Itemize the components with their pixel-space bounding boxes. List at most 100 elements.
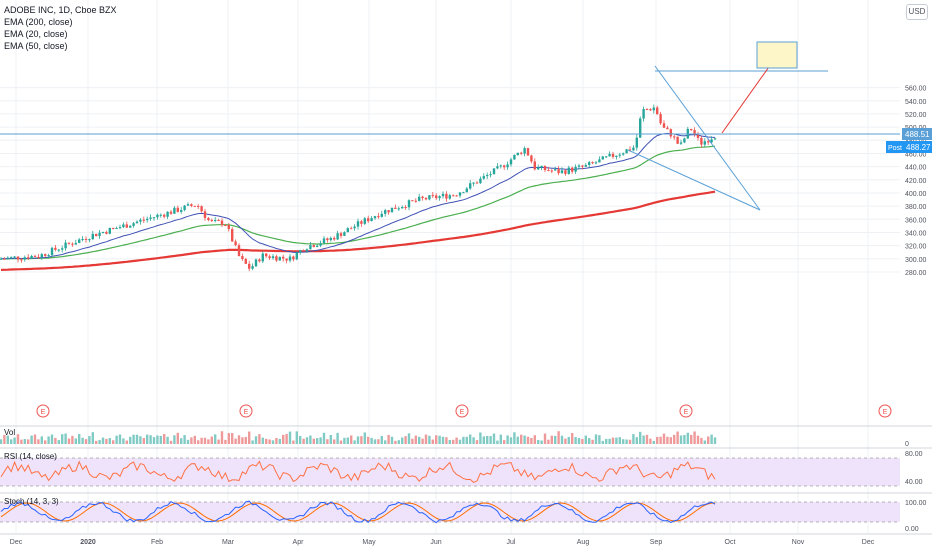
candle-body (628, 149, 632, 151)
candle-body (492, 168, 496, 175)
earnings-marker (239, 404, 253, 418)
volume-bar (567, 436, 570, 444)
volume-bar (295, 431, 298, 444)
volume-bar (81, 437, 84, 444)
post-label-tag (886, 141, 904, 153)
stoch-label[interactable]: Stoch (14, 3, 3) (4, 497, 59, 506)
candle-body (237, 245, 241, 257)
price-tick-label: 540.00 (905, 99, 927, 106)
volume-bar (462, 436, 465, 444)
indicator-ema-50[interactable]: EMA (50, close) (4, 41, 68, 51)
volume-bar (690, 434, 693, 444)
volume-bar (27, 439, 30, 444)
volume-bar (360, 436, 363, 444)
volume-bar (404, 436, 407, 444)
price-tick-label: 520.00 (905, 112, 927, 119)
volume-bar (10, 439, 13, 444)
volume-bar (37, 439, 40, 444)
symbol-title[interactable]: ADOBE INC, 1D, Cboe BZX (4, 5, 117, 15)
candle-body (397, 208, 400, 210)
volume-bar (438, 435, 441, 444)
volume-bar (499, 434, 502, 444)
volume-bar (78, 434, 81, 444)
price-tick-label: 460.00 (905, 151, 927, 158)
volume-bar (220, 431, 224, 444)
candle-body (591, 162, 594, 164)
candle-body (424, 198, 428, 200)
candle-body (125, 224, 128, 228)
time-tick-label: Nov (792, 539, 805, 546)
candle-body (13, 256, 16, 258)
indicator-ema-200[interactable]: EMA (200, close) (4, 17, 73, 27)
candle-body (190, 204, 193, 206)
volume-bar (526, 436, 530, 444)
price-tick-label: 340.00 (905, 230, 927, 237)
candle-body (0, 258, 3, 260)
candle-body (499, 165, 502, 167)
candle-body (118, 227, 122, 229)
candle-body (605, 156, 608, 158)
volume-bar (469, 434, 472, 444)
candle-body (693, 130, 696, 135)
candle-body (387, 210, 390, 213)
candle-body (608, 153, 611, 157)
volume-bar (428, 435, 431, 444)
volume-bar (458, 439, 462, 444)
earnings-marker-label: E (883, 409, 888, 416)
volume-bar (370, 437, 373, 444)
volume-bar (139, 436, 142, 444)
candle-body (282, 256, 285, 259)
candle-body (261, 253, 264, 262)
candle-body (139, 219, 142, 222)
candle-body (540, 165, 543, 168)
candle-body (200, 206, 203, 212)
time-axis[interactable]: Dec 2020 Feb Mar Apr May Jun Jul Aug Sep Oct Nov Dec (10, 539, 875, 546)
volume-bar (550, 435, 553, 444)
volume-bar (666, 436, 669, 444)
volume-bar (710, 434, 713, 444)
volume-bar (530, 437, 533, 444)
volume-label[interactable]: Vol (4, 428, 16, 437)
volume-bar (88, 436, 91, 444)
candle-body (6, 257, 9, 259)
candle-body (683, 138, 686, 143)
indicator-ema-20[interactable]: EMA (20, close) (4, 29, 68, 39)
candle-body (122, 224, 125, 228)
candle-body (343, 232, 346, 236)
rsi-label[interactable]: RSI (14, close) (4, 452, 57, 461)
trendline-drawings[interactable] (0, 41, 900, 211)
volume-bar (258, 434, 261, 444)
candle-body (360, 221, 363, 224)
candle-body (438, 196, 441, 199)
candle-body (254, 259, 258, 267)
candle-body (513, 155, 516, 160)
volume-bar (452, 439, 455, 444)
candle-body (533, 161, 536, 170)
volume-bar (520, 434, 523, 444)
volume-bar (193, 435, 196, 444)
candle-body (431, 195, 434, 197)
currency-button[interactable]: USD (906, 4, 928, 20)
candle-body (40, 254, 43, 258)
volume-bar (91, 432, 94, 444)
volume-bar (506, 435, 509, 444)
volume-bar (146, 434, 149, 444)
volume-bar (343, 437, 346, 444)
volume-bar (67, 438, 71, 444)
candle-body (54, 247, 57, 250)
candle-body (112, 227, 115, 229)
price-axis[interactable]: 560.00540.00520.00500.00480.00460.00440.… (905, 86, 927, 277)
candle-body (564, 170, 567, 174)
volume-bar (339, 440, 343, 444)
target-arrow (721, 56, 777, 134)
volume-bar (23, 439, 26, 444)
volume-bar (693, 431, 696, 444)
candle-body (163, 214, 166, 217)
candle-body (71, 243, 74, 245)
candle-body (496, 166, 499, 169)
volume-bar (190, 437, 193, 444)
volume-bar (421, 438, 424, 444)
volume-bar (380, 435, 383, 444)
